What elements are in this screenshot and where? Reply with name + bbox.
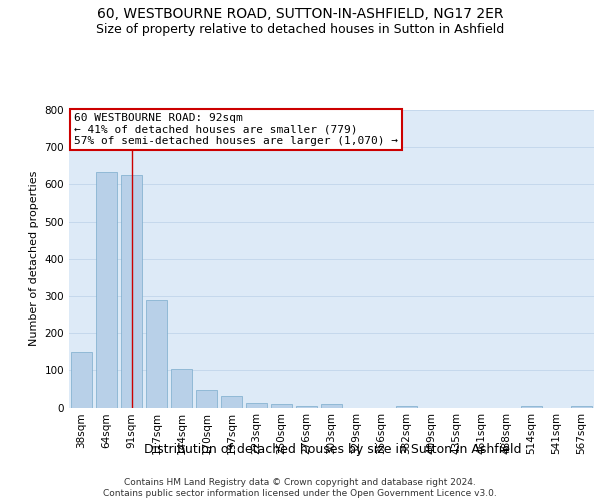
Bar: [121, 175, 142, 408]
Bar: [521, 406, 542, 407]
Bar: [146, 300, 167, 408]
Text: Distribution of detached houses by size in Sutton in Ashfield: Distribution of detached houses by size …: [144, 442, 522, 456]
Bar: [321, 404, 342, 407]
Text: 60, WESTBOURNE ROAD, SUTTON-IN-ASHFIELD, NG17 2ER: 60, WESTBOURNE ROAD, SUTTON-IN-ASHFIELD,…: [97, 8, 503, 22]
Bar: [196, 390, 217, 407]
Bar: [71, 352, 92, 408]
Y-axis label: Number of detached properties: Number of detached properties: [29, 171, 39, 346]
Bar: [246, 403, 267, 407]
Text: Size of property relative to detached houses in Sutton in Ashfield: Size of property relative to detached ho…: [96, 22, 504, 36]
Bar: [396, 406, 417, 407]
Bar: [571, 406, 592, 407]
Text: 60 WESTBOURNE ROAD: 92sqm
← 41% of detached houses are smaller (779)
57% of semi: 60 WESTBOURNE ROAD: 92sqm ← 41% of detac…: [74, 113, 398, 146]
Bar: [171, 369, 192, 408]
Bar: [271, 404, 292, 407]
Text: Contains HM Land Registry data © Crown copyright and database right 2024.
Contai: Contains HM Land Registry data © Crown c…: [103, 478, 497, 498]
Bar: [221, 396, 242, 407]
Bar: [296, 406, 317, 407]
Bar: [96, 172, 117, 408]
